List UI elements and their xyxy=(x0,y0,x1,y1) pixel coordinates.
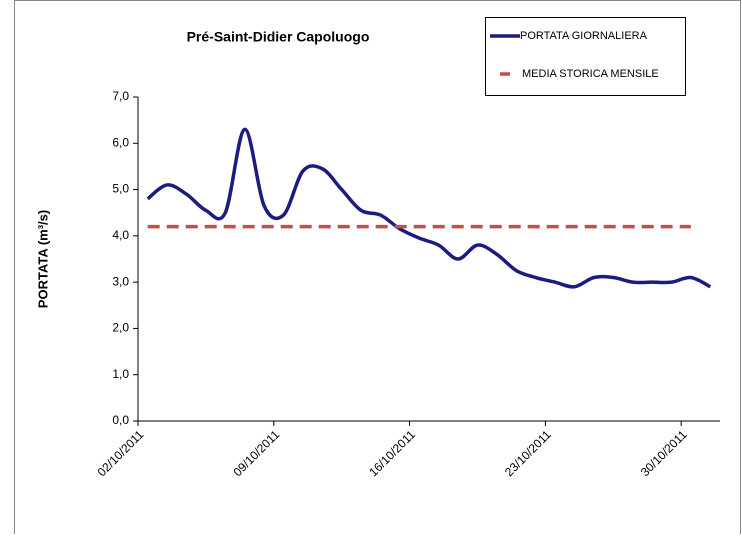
x-tick-label: 16/10/2011 xyxy=(366,427,418,479)
x-tick-label: 23/10/2011 xyxy=(502,427,554,479)
legend xyxy=(485,17,686,96)
y-tick-label: 6,0 xyxy=(112,135,129,149)
y-axis-label: PORTATA (m³/s) xyxy=(35,210,50,308)
y-tick-label: 2,0 xyxy=(112,321,129,335)
series-line xyxy=(146,127,712,289)
y-tick-label: 7,0 xyxy=(112,89,129,103)
y-tick-label: 0,0 xyxy=(112,413,129,427)
y-tick-label: 4,0 xyxy=(112,228,129,242)
x-tick-label: 02/10/2011 xyxy=(95,427,147,479)
legend-label: MEDIA STORICA MENSILE xyxy=(522,68,659,80)
x-tick-label: 30/10/2011 xyxy=(638,427,690,479)
frame xyxy=(14,0,741,539)
x-tick-label: 09/10/2011 xyxy=(230,427,282,479)
legend-label: PORTATA GIORNALIERA xyxy=(520,30,648,42)
y-tick-label: 3,0 xyxy=(112,274,129,288)
y-tick-label: 1,0 xyxy=(112,367,129,381)
chart-title: Pré-Saint-Didier Capoluogo xyxy=(187,29,370,45)
y-tick-label: 5,0 xyxy=(112,182,129,196)
